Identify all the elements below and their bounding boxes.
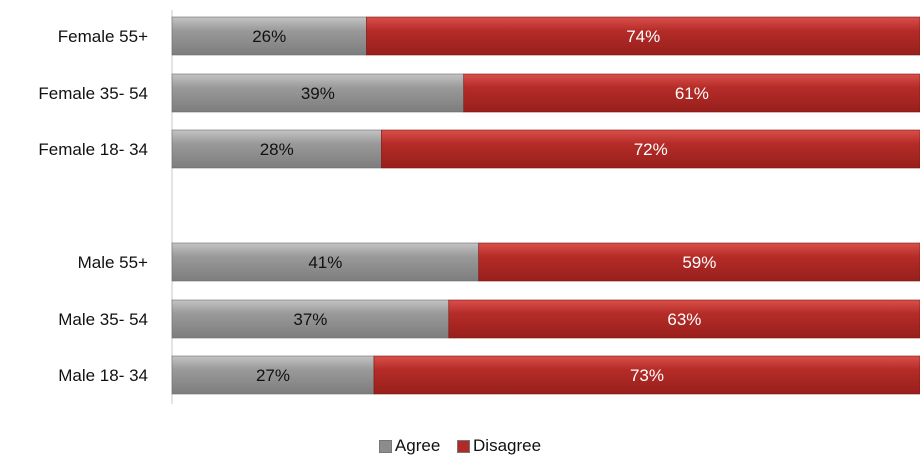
category-label-male-35-54: Male 35- 54	[58, 310, 148, 329]
bar-agree-female-18-34	[171, 129, 382, 169]
data-label-agree-female-18-34: 28%	[260, 140, 294, 159]
data-label-disagree-female-35-54: 61%	[675, 84, 709, 103]
category-label-male-18-34: Male 18- 34	[58, 366, 148, 385]
category-label-female-55: Female 55+	[58, 27, 148, 46]
bar-disagree-male-35-54	[448, 299, 920, 339]
bar-disagree-female-55	[366, 16, 920, 56]
legend-item-disagree: Disagree	[457, 436, 541, 456]
bar-disagree-male-55	[478, 242, 920, 282]
category-label-male-55: Male 55+	[78, 253, 148, 272]
legend-swatch-agree	[378, 439, 392, 453]
legend-item-agree: Agree	[378, 436, 441, 456]
bar-disagree-female-18-34	[381, 129, 920, 169]
data-label-agree-male-18-34: 27%	[256, 366, 290, 385]
bar-agree-female-35-54	[171, 73, 465, 113]
legend-label-disagree: Disagree	[473, 436, 542, 455]
data-label-disagree-female-18-34: 72%	[634, 140, 668, 159]
legend-label-agree: Agree	[394, 436, 441, 455]
data-label-disagree-male-18-34: 73%	[630, 366, 664, 385]
legend-swatch-disagree	[457, 439, 471, 453]
data-label-agree-female-55: 26%	[252, 27, 286, 46]
chart: Female 55+ 26% 74% Female 35- 54 39% 61% Femal…	[38, 10, 920, 404]
bar-disagree-female-35-54	[463, 73, 920, 113]
bar-agree-male-55	[171, 242, 479, 282]
category-label-female-35-54: Female 35- 54	[38, 84, 148, 103]
data-label-agree-female-35-54: 39%	[301, 84, 335, 103]
bar-agree-female-55	[171, 16, 367, 56]
category-label-female-18-34: Female 18- 34	[38, 140, 148, 159]
data-label-agree-male-55: 41%	[308, 253, 342, 272]
data-label-disagree-male-35-54: 63%	[667, 310, 701, 329]
bars-group: Female 55+ 26% 74% Female 35- 54 39% 61% Femal…	[38, 16, 920, 395]
legend: Agree Disagree	[0, 436, 920, 458]
data-label-disagree-male-55: 59%	[682, 253, 716, 272]
bar-agree-male-18-34	[171, 355, 375, 395]
data-label-disagree-female-55: 74%	[626, 27, 660, 46]
data-label-agree-male-35-54: 37%	[293, 310, 327, 329]
